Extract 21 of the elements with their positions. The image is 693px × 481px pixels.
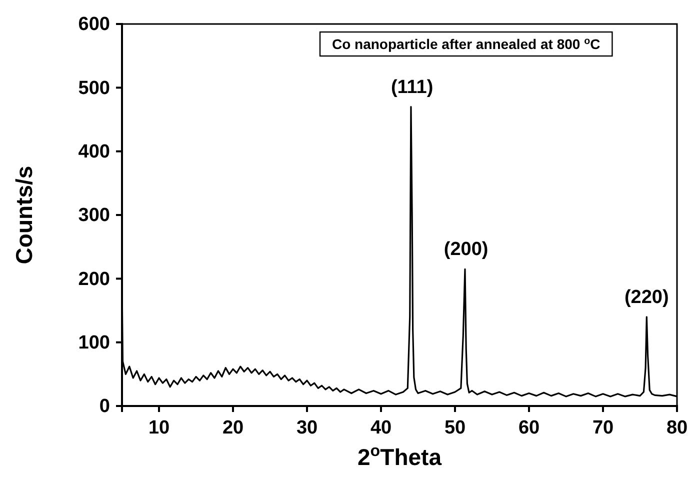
- x-tick-label: 50: [444, 417, 466, 438]
- x-tick-label: 60: [518, 417, 540, 438]
- y-tick-label: 300: [78, 205, 110, 226]
- annotation: (200): [444, 239, 488, 260]
- y-tick-label: 100: [78, 332, 110, 354]
- x-tick-label: 40: [370, 417, 392, 438]
- y-tick-label: 500: [78, 78, 110, 99]
- y-tick-label: 0: [99, 396, 110, 418]
- x-axis-title: 2$^{o}$Theta: [358, 442, 442, 470]
- y-tick-label: 400: [78, 141, 110, 162]
- x-tick-label: 70: [592, 417, 614, 438]
- x-tick-label: 30: [296, 417, 318, 438]
- y-tick-label: 600: [78, 14, 110, 36]
- y-axis-title: Counts/s: [11, 166, 37, 264]
- x-tick-label: 10: [148, 417, 170, 438]
- x-tick-label: 80: [666, 417, 688, 438]
- annotation: (220): [624, 286, 669, 308]
- annotation: Co nanoparticle after annealed at 800 $^{o}$C: [332, 36, 600, 52]
- y-tick-label: 200: [78, 268, 110, 290]
- annotation: (111): [390, 76, 434, 98]
- x-tick-label: 20: [222, 417, 244, 438]
